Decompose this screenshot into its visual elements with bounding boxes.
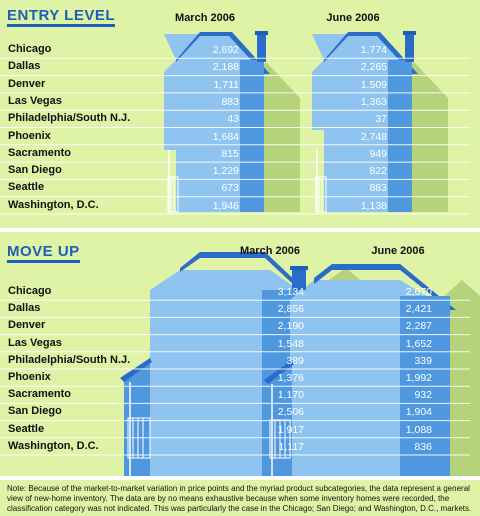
data-cell: 1,652 [405,337,432,350]
section-title: ENTRY LEVEL [7,8,116,27]
row-label: Las Vegas [8,94,62,107]
row-label: Denver [8,319,46,332]
data-cell: 1,711 [213,78,240,91]
data-cell: 1,992 [405,372,432,384]
data-cell: 339 [414,354,432,367]
data-cell: 2,856 [277,303,304,316]
data-cell: 3,134 [277,286,304,298]
column-header: June 2006 [371,245,425,257]
row-label: San Diego [8,164,62,177]
bottom-divider [0,476,480,480]
data-cell: 949 [369,147,387,160]
row-label: Dallas [8,302,41,315]
data-cell: 883 [221,95,239,108]
data-cell: 1,088 [405,423,432,436]
data-cell: 1,509 [360,78,387,91]
moveup-house-june [264,264,456,478]
section-divider [0,228,480,232]
section-title: MOVE UP [7,244,80,263]
data-cell: 1,229 [212,165,239,178]
data-cell: 2,748 [360,130,387,143]
row-label: Las Vegas [8,336,62,349]
footnote: Note: Because of the market-to-market va… [7,484,472,513]
data-cell: 2,287 [405,320,432,333]
data-cell: 2,692 [212,44,239,56]
data-cell: 836 [414,440,432,453]
row-label: Denver [8,77,46,90]
row-label: Seattle [8,422,45,435]
data-cell: 822 [369,165,387,178]
data-cell: 1,548 [277,337,304,350]
data-cell: 43 [227,113,239,126]
data-cell: 815 [221,147,239,160]
data-cell: 389 [286,354,304,367]
row-label: Chicago [8,43,52,55]
row-label: Washington, D.C. [8,439,99,452]
data-cell: 2,506 [277,406,304,419]
column-header: March 2006 [240,245,300,257]
data-cell: 1,363 [360,95,387,108]
data-cell: 2,190 [277,320,304,333]
data-cell: 2,188 [212,61,239,74]
data-cell: 1,946 [212,199,239,212]
data-cell: 1,917 [277,423,304,436]
data-cell: 2,670 [405,286,432,298]
data-cell: 673 [221,182,239,195]
row-label: Seattle [8,181,45,194]
row-label: Dallas [8,60,41,73]
data-cell: 2,265 [360,61,387,74]
row-label: Chicago [8,285,52,297]
row-label: Philadelphia/South N.J. [8,112,131,125]
column-header: June 2006 [326,12,380,24]
entry-house-march [164,31,270,213]
row-label: Sacramento [8,146,71,159]
data-cell: 1,684 [212,130,239,143]
data-cell: 932 [414,389,432,402]
row-label: Phoenix [8,129,51,142]
row-label: Phoenix [8,371,51,383]
data-cell: 2,421 [405,303,432,316]
row-label: San Diego [8,405,62,418]
data-cell: 1,376 [277,372,304,384]
data-cell: 1,138 [360,199,387,212]
row-label: Philadelphia/South N.J. [8,353,131,366]
data-cell: 1,170 [277,389,304,402]
data-cell: 883 [369,182,387,195]
data-cell: 1,774 [360,44,387,56]
data-cell: 1,117 [278,440,305,453]
row-label: Sacramento [8,388,71,401]
column-header: March 2006 [175,12,235,24]
row-label: Washington, D.C. [8,198,99,211]
data-cell: 1,904 [405,406,432,419]
entry-house-june [312,31,418,213]
data-cell: 37 [375,113,387,126]
